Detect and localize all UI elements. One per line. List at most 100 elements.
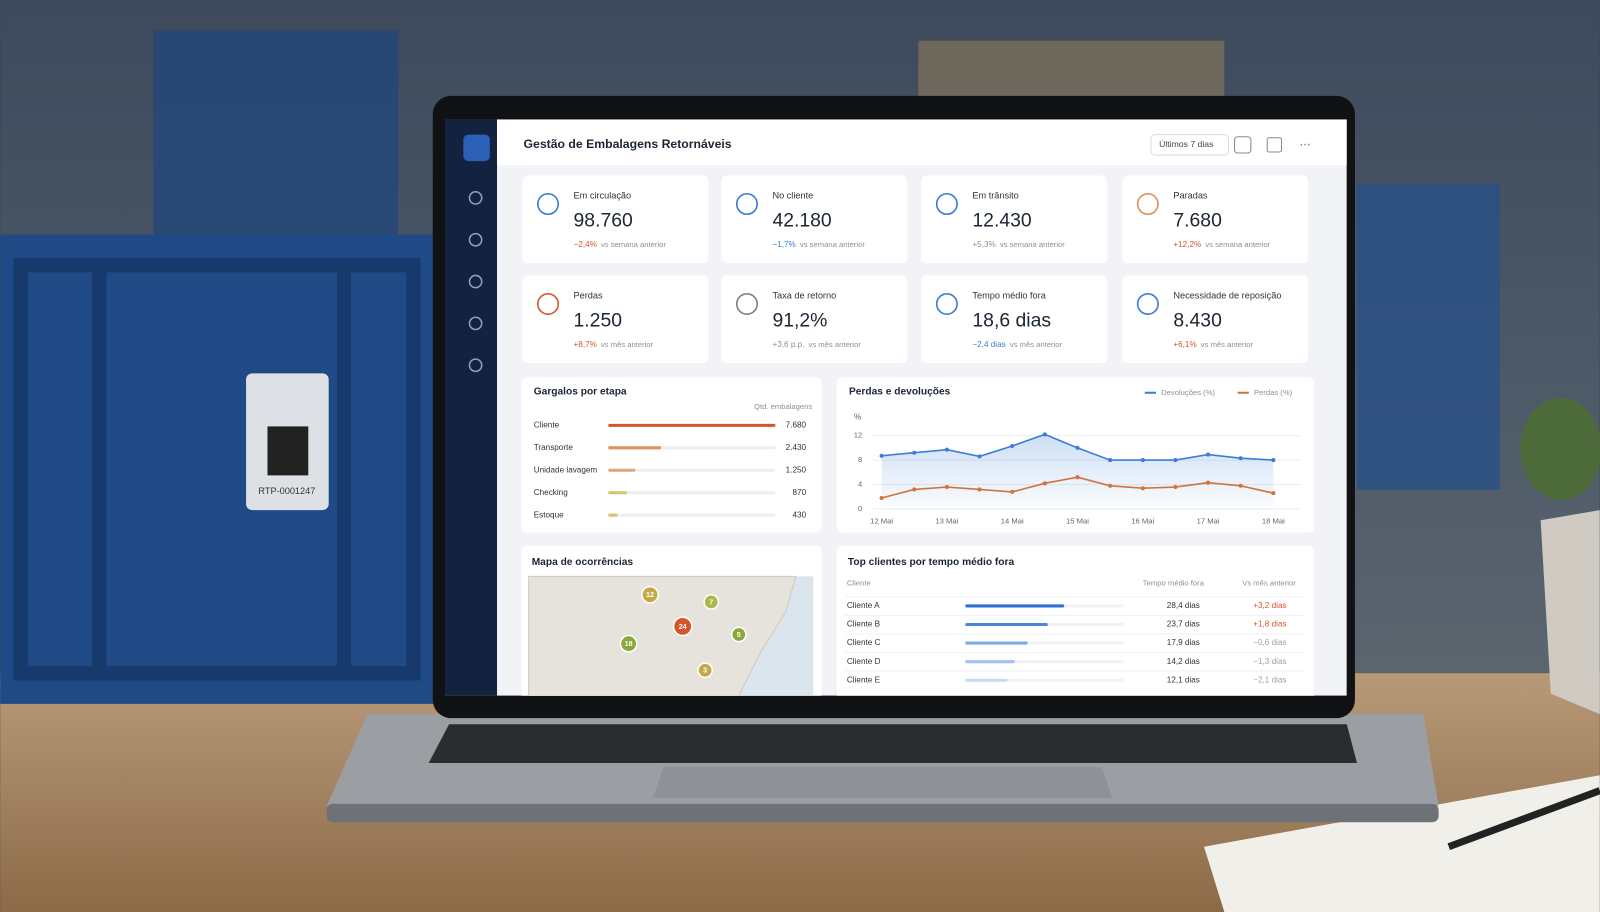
client-change: −2,1 dias (1253, 675, 1286, 684)
calendar-button[interactable] (1234, 136, 1252, 154)
point (1010, 489, 1015, 494)
x-tick-label: 15 Mai (1066, 516, 1089, 525)
period-select[interactable] (1150, 134, 1229, 156)
map-marker-label: 7 (709, 598, 713, 606)
kpi-delta: +12,2% (1173, 240, 1201, 249)
point (1238, 483, 1243, 488)
sidebar-icon[interactable] (468, 274, 483, 289)
sidebar (444, 119, 498, 696)
kpi-value: 18,6 dias (972, 309, 1051, 331)
point (1140, 486, 1145, 491)
map-marker[interactable] (641, 585, 659, 604)
kpi-comparison: vs semana anterior (1000, 240, 1065, 249)
plant (1520, 397, 1600, 715)
client-name: Cliente D (847, 657, 881, 666)
panel (521, 377, 822, 533)
kpi-label: Em trânsito (972, 190, 1018, 200)
legend-label: Devoluções (%) (1161, 388, 1215, 397)
map-marker[interactable] (672, 616, 693, 637)
point (879, 453, 884, 458)
panel (836, 545, 1315, 696)
bar (608, 513, 618, 517)
kpi-value: 98.760 (574, 209, 633, 231)
kpi-comparison: vs mês anterior (1010, 340, 1063, 349)
point (944, 484, 949, 490)
point (1206, 480, 1211, 485)
pallet (918, 40, 1225, 103)
kpi-value: 12.430 (972, 209, 1031, 231)
filter-button[interactable] (1266, 137, 1283, 153)
client-value: 23,7 dias (1167, 620, 1200, 629)
y-tick-label: 8 (858, 455, 862, 464)
kpi-comparison: vs semana anterior (800, 240, 865, 249)
y-tick-label: 12 (854, 431, 863, 440)
leaves (1520, 397, 1600, 500)
crate: RTP-0001247 (0, 234, 434, 704)
map-marker-label: 18 (625, 640, 633, 648)
map-marker[interactable] (730, 626, 747, 643)
panel-title: Perdas e devoluções (849, 386, 951, 397)
bar (965, 678, 1008, 682)
kpi-card (1122, 175, 1309, 264)
y-axis-label: % (854, 412, 861, 421)
kpi-card (721, 275, 908, 364)
more-button[interactable]: ⋯ (1299, 139, 1310, 151)
kpi-comparison: vs mês anterior (809, 340, 862, 349)
kpi-icon (735, 292, 758, 316)
bar (608, 423, 776, 427)
kpi-label: Necessidade de reposição (1173, 290, 1281, 300)
point (1238, 456, 1243, 461)
bar-track (608, 468, 776, 472)
trackpad (653, 767, 1113, 798)
kpi-icon (735, 193, 758, 216)
panel-title: Mapa de ocorrências (532, 557, 634, 568)
bar (608, 468, 636, 472)
bar-value: 870 (793, 488, 807, 497)
point (1271, 491, 1276, 496)
map-marker[interactable] (697, 662, 714, 679)
shelf-crates (1356, 183, 1500, 490)
sidebar-icon[interactable] (468, 316, 483, 331)
x-tick-label: 14 Mai (1001, 516, 1024, 525)
bar-track (608, 513, 776, 517)
kpi-comparison: vs semana anterior (601, 240, 666, 249)
bar-label: Checking (534, 488, 568, 497)
kpi-delta: −1,7% (772, 240, 795, 249)
y-tick-label: 0 (858, 504, 862, 513)
kpi-value: 91,2% (772, 309, 827, 331)
map-marker[interactable] (703, 593, 720, 610)
value-header: Qtd. embalagens (754, 402, 812, 411)
kpi-icon (935, 193, 958, 216)
kpi-card (1122, 275, 1309, 364)
shelf-crates (153, 30, 399, 235)
point (879, 495, 884, 501)
kpi-label: No cliente (772, 190, 813, 200)
kpi-label: Em circulação (574, 190, 632, 200)
map-marker-label: 3 (703, 667, 707, 675)
bar-track (965, 678, 1124, 682)
bar-label: Transporte (534, 443, 574, 452)
bar-track (608, 491, 776, 495)
x-tick-label: 18 Mai (1262, 516, 1285, 525)
sidebar-icon[interactable] (468, 191, 483, 205)
client-change: +1,8 dias (1253, 620, 1286, 629)
bar-track (965, 660, 1124, 664)
client-value: 28,4 dias (1167, 601, 1200, 610)
map-marker[interactable] (619, 634, 638, 653)
client-value: 14,2 dias (1167, 657, 1200, 666)
sidebar-icon[interactable] (468, 358, 483, 373)
panel-title: Gargalos por etapa (534, 386, 627, 397)
point (1010, 443, 1015, 449)
kpi-delta: +6,1% (1173, 340, 1196, 349)
sidebar-icon[interactable] (468, 232, 483, 247)
point (1108, 458, 1113, 463)
sidebar-home[interactable] (463, 134, 490, 162)
bar (965, 604, 1065, 608)
kpi-label: Paradas (1173, 190, 1208, 200)
point (944, 447, 949, 452)
kpi-value: 42.180 (772, 209, 831, 231)
bar-value: 2.430 (786, 443, 807, 452)
kpi-card (921, 175, 1108, 264)
bar-label: Estoque (534, 510, 564, 519)
column-header: Vs mês anterior (1242, 579, 1296, 588)
